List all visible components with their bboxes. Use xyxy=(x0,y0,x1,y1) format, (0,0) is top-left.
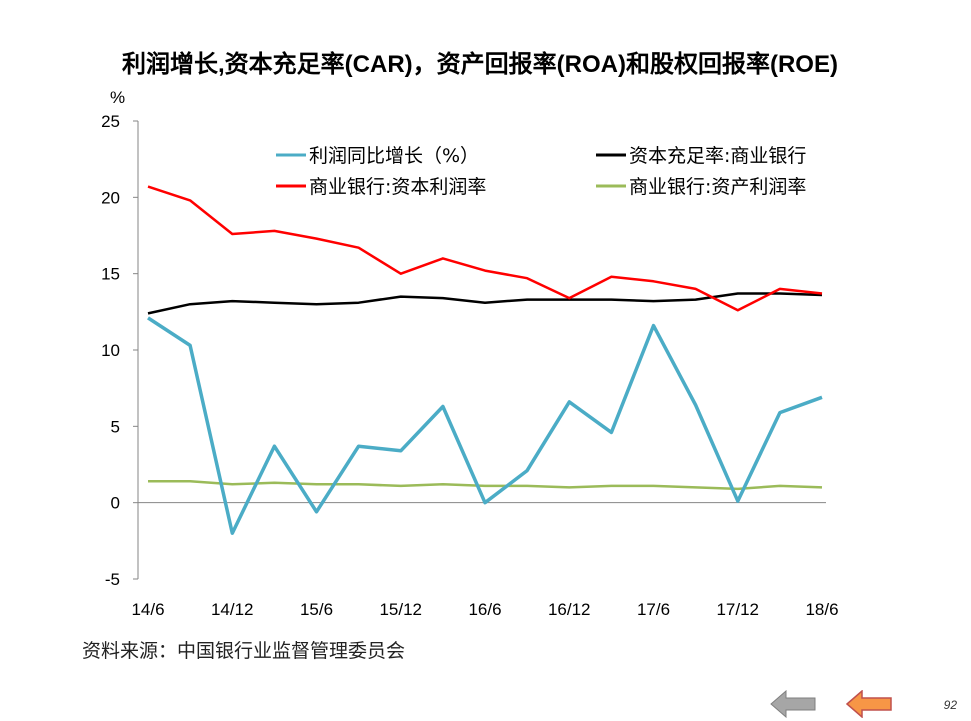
x-tick-label: 15/6 xyxy=(300,600,333,619)
legend-label: 利润同比增长（%） xyxy=(309,145,479,167)
previous-arrow-button[interactable] xyxy=(770,690,816,718)
left-arrow-icon xyxy=(770,690,816,718)
axes: -5 0 5 10 15 20 25% 14/6 14/12 15/6 15/12 16/6 16/12… xyxy=(101,88,838,619)
legend-label: 商业银行:资产利润率 xyxy=(629,176,806,198)
left-arrow-icon xyxy=(846,690,892,718)
x-tick-label: 16/12 xyxy=(548,600,591,619)
y-tick-label: -5 xyxy=(105,570,120,589)
y-axis-label: % xyxy=(110,88,125,107)
x-tick-label: 17/12 xyxy=(716,600,759,619)
series-lines xyxy=(147,185,823,535)
x-tick-label: 16/6 xyxy=(468,600,501,619)
y-tick-label: 20 xyxy=(101,188,120,207)
y-tick-label: 0 xyxy=(111,494,120,513)
x-tick-label: 14/6 xyxy=(131,600,164,619)
y-tick-label: 15 xyxy=(101,265,120,284)
source-note: 资料来源：中国银行业监督管理委员会 xyxy=(82,641,406,662)
next-arrow-button[interactable] xyxy=(846,690,892,718)
y-tick-label: 10 xyxy=(101,341,120,360)
series-line xyxy=(147,292,823,315)
legend-label: 资本充足率:商业银行 xyxy=(629,145,806,167)
x-tick-label: 14/12 xyxy=(211,600,254,619)
legend-label: 商业银行:资本利润率 xyxy=(309,176,486,198)
y-tick-label: 5 xyxy=(111,417,120,436)
chart-title: 利润增长,资本充足率(CAR)，资产回报率(ROA)和股权回报率(ROE) xyxy=(122,51,838,78)
x-tick-label: 15/12 xyxy=(379,600,422,619)
y-tick-label: 25 xyxy=(101,112,120,131)
x-tick-label: 17/6 xyxy=(637,600,670,619)
x-tick-label: 18/6 xyxy=(805,600,838,619)
page-number: 92 xyxy=(943,698,957,712)
series-line xyxy=(148,480,823,491)
series-line xyxy=(147,185,823,312)
line-chart: -5 0 5 10 15 20 25% 14/6 14/12 15/6 15/12 16/6 16/12… xyxy=(101,88,838,619)
series-line xyxy=(147,316,823,535)
